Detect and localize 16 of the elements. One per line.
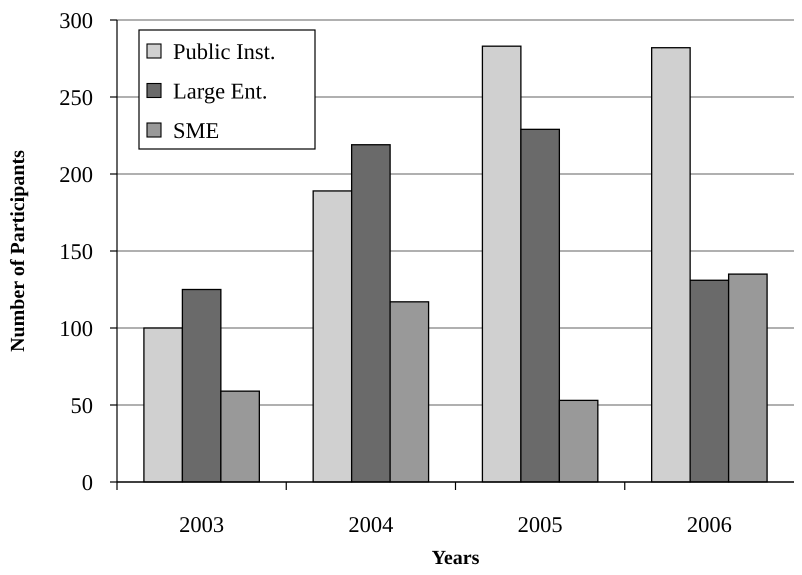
x-tick-label: 2003: [179, 512, 224, 537]
legend-label: Large Ent.: [173, 78, 268, 104]
y-tick-label: 200: [59, 162, 93, 187]
y-tick-label: 250: [59, 84, 93, 110]
y-tick-label: 150: [59, 238, 93, 264]
x-tick-label: 2004: [348, 512, 394, 537]
x-tick-label: 2005: [518, 512, 563, 537]
y-tick-label: 0: [82, 470, 93, 495]
x-axis-title: Years: [432, 547, 480, 569]
legend-label: Public Inst.: [173, 38, 276, 64]
y-tick-label: 50: [70, 392, 93, 418]
legend-label: SME: [173, 118, 220, 143]
y-tick-label: 300: [59, 8, 93, 33]
y-axis-title: Number of Participants: [7, 150, 29, 352]
x-tick-label: 2006: [686, 512, 732, 537]
y-tick-label: 100: [59, 316, 93, 341]
